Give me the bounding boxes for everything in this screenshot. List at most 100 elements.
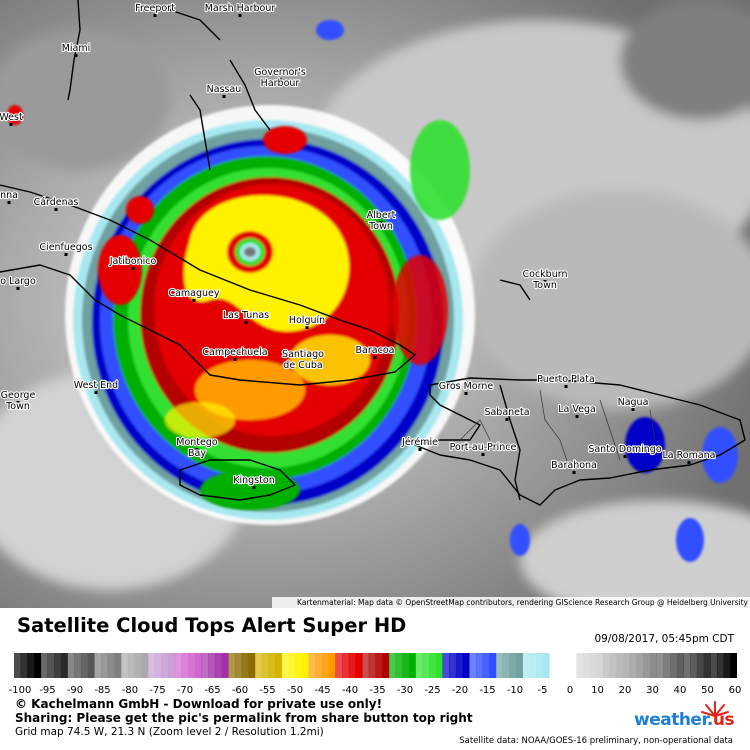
color-band — [455, 653, 463, 678]
color-band — [194, 653, 202, 678]
color-band — [415, 653, 423, 678]
scale-tick-label: -85 — [94, 685, 110, 696]
color-band — [375, 653, 383, 678]
scale-tick-label: 0 — [567, 685, 573, 696]
place-port-au-prince: Port-au-Prince — [449, 441, 518, 456]
color-band — [94, 653, 102, 678]
place-marker — [305, 326, 309, 329]
color-band — [167, 653, 176, 678]
color-band — [609, 653, 617, 678]
color-band — [696, 653, 704, 678]
color-band — [80, 653, 89, 678]
color-band — [583, 653, 591, 678]
scale-tick-label: -50 — [287, 685, 303, 696]
borders — [459, 389, 656, 471]
color-band — [462, 653, 470, 678]
place-marker — [192, 299, 196, 302]
color-band — [569, 653, 577, 678]
color-band — [643, 653, 651, 678]
place-label-line2: Harbour — [261, 78, 300, 89]
color-band — [34, 653, 42, 678]
color-band — [449, 653, 457, 678]
place-label: Governor's — [254, 67, 306, 78]
scale-tick-label: -60 — [232, 685, 248, 696]
place-marker — [131, 267, 135, 270]
place-marker — [379, 221, 383, 224]
color-band — [328, 653, 336, 678]
place-miami: Miami — [61, 42, 91, 57]
place-label: La Vega — [558, 404, 596, 415]
outer-rainbands — [7, 20, 738, 562]
logo-text-main: weather. — [634, 710, 713, 730]
place-sabaneta: Sabaneta — [483, 406, 531, 421]
place-las-tunas: Las Tunas — [222, 309, 270, 324]
place-havana: nna — [0, 189, 19, 204]
scale-tick-label: 10 — [591, 685, 604, 696]
color-band — [469, 653, 477, 678]
color-band — [636, 653, 644, 678]
color-band — [107, 653, 115, 678]
place-puerto-plata: Puerto Plata — [536, 373, 596, 388]
color-band — [268, 653, 276, 678]
color-band — [101, 653, 109, 678]
color-band — [288, 653, 296, 678]
place-label: Campechuela — [202, 347, 267, 358]
place-label: Jatibonico — [109, 256, 157, 267]
grid-info: Grid map 74.5 W, 21.3 N (Zoom level 2 / … — [15, 726, 324, 738]
scale-tick-label: -45 — [314, 685, 330, 696]
color-band — [348, 653, 356, 678]
color-band — [121, 653, 129, 678]
color-band — [301, 653, 309, 678]
place-label: Miami — [62, 43, 91, 54]
color-band — [562, 653, 571, 678]
color-band — [489, 653, 497, 678]
color-band — [516, 653, 524, 678]
color-band — [670, 653, 678, 678]
color-band — [201, 653, 209, 678]
place-label: Camaguey — [168, 288, 219, 299]
color-band — [40, 653, 48, 678]
place-label: o Largo — [0, 276, 36, 287]
color-band — [422, 653, 430, 678]
color-band — [442, 653, 450, 678]
color-band — [221, 653, 229, 678]
place-marker — [564, 385, 568, 388]
weather-us-logo[interactable]: weather.us — [634, 701, 740, 736]
place-marker — [16, 401, 20, 404]
place-marker — [74, 54, 78, 57]
scale-tick-label: -90 — [67, 685, 83, 696]
color-band — [208, 653, 216, 678]
place-marker — [575, 415, 579, 418]
place-label-line2: Town — [532, 280, 557, 291]
color-band — [723, 653, 731, 678]
color-band — [181, 653, 189, 678]
color-band — [234, 653, 243, 678]
color-band — [308, 653, 316, 678]
place-label: Albert — [367, 210, 396, 221]
color-band — [87, 653, 95, 678]
place-label: Las Tunas — [223, 310, 269, 321]
place-jeremie: Jérémie — [400, 436, 439, 451]
place-marker — [252, 486, 256, 489]
place-marker — [373, 356, 377, 359]
place-label: Montego — [176, 437, 218, 448]
scale-tick-label: -25 — [424, 685, 440, 696]
color-band — [27, 653, 35, 678]
place-jatibonico: Jatibonico — [108, 255, 158, 270]
color-band — [656, 653, 664, 678]
logo-text-accent: us — [712, 710, 735, 730]
logo-sun-icon — [701, 701, 729, 717]
place-marker — [7, 201, 11, 204]
satellite-map: Freeport Marsh Harbour Miami Governor'sHarb… — [0, 0, 750, 608]
color-band — [188, 653, 196, 678]
color-band — [730, 653, 737, 678]
scale-tick-label: -35 — [369, 685, 385, 696]
color-band — [20, 653, 28, 678]
place-marker — [505, 418, 509, 421]
place-marker — [233, 358, 237, 361]
place-marker — [222, 95, 226, 98]
satellite-source: Satellite data: NOAA/GOES-16 preliminary… — [459, 736, 733, 746]
place-label: Gros Morne — [439, 381, 494, 392]
scale-tick-label: -70 — [177, 685, 193, 696]
